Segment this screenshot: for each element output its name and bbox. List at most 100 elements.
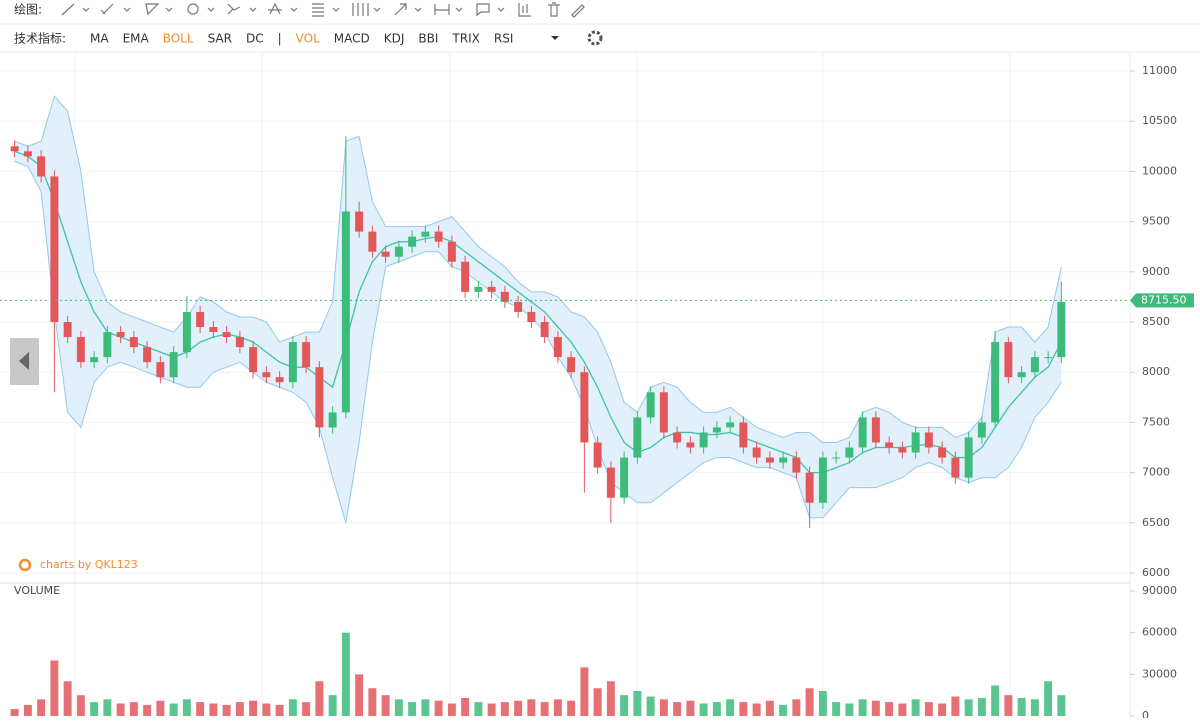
y-tick-label: 8500 bbox=[1142, 315, 1170, 328]
draw-label: 绘图: bbox=[14, 2, 42, 17]
candle-body bbox=[408, 236, 417, 247]
volume-bar bbox=[898, 703, 907, 716]
candle-body bbox=[76, 337, 85, 363]
candle-body bbox=[779, 457, 788, 463]
candle-body bbox=[169, 352, 178, 378]
candle-body bbox=[249, 347, 258, 373]
volume-bar bbox=[792, 699, 801, 716]
volume-bar bbox=[394, 699, 403, 716]
candle-body bbox=[527, 311, 536, 322]
scroll-left-arrow bbox=[19, 352, 29, 370]
indicator-tab[interactable]: EMA bbox=[123, 32, 150, 46]
indicator-tab[interactable]: BOLL bbox=[163, 32, 194, 46]
volume-bar bbox=[964, 699, 973, 716]
candle-body bbox=[355, 211, 364, 232]
indicator-tabs: MA EMA BOLL SAR DC | VOL MACD KDJ BBI TRIX RSI bbox=[90, 32, 513, 46]
candle-body bbox=[10, 146, 19, 152]
indicator-tab[interactable]: KDJ bbox=[384, 32, 405, 46]
indicator-tab[interactable]: | bbox=[278, 32, 282, 46]
volume-bar bbox=[633, 691, 642, 716]
volume-bar bbox=[288, 699, 297, 716]
candle-body bbox=[129, 337, 138, 348]
volume-bar bbox=[514, 700, 523, 716]
indicator-tab[interactable]: VOL bbox=[296, 32, 320, 46]
volume-bar bbox=[739, 702, 748, 716]
volume-bar bbox=[646, 696, 655, 716]
volume-bar bbox=[553, 699, 562, 716]
volume-bar bbox=[10, 709, 19, 716]
candle-body bbox=[116, 332, 125, 338]
indicator-tab[interactable]: BBI bbox=[418, 32, 438, 46]
candle-body bbox=[500, 291, 509, 302]
volume-bar bbox=[938, 703, 947, 716]
candle-body bbox=[447, 241, 456, 262]
candle-body bbox=[37, 156, 46, 177]
candle-body bbox=[911, 432, 920, 453]
indicator-tab[interactable]: MACD bbox=[334, 32, 370, 46]
candle-body bbox=[991, 342, 1000, 423]
volume-bar bbox=[156, 700, 165, 716]
boll-lower bbox=[14, 160, 1062, 523]
candle-body bbox=[606, 467, 615, 498]
more-dropdown[interactable] bbox=[551, 36, 559, 40]
candle-body bbox=[328, 412, 337, 428]
volume-bar bbox=[474, 702, 483, 716]
volume-bar bbox=[169, 703, 178, 716]
y-tick-label: 60000 bbox=[1142, 626, 1177, 639]
volume-bar bbox=[1017, 697, 1026, 716]
candle-body bbox=[368, 231, 377, 252]
volume-bar bbox=[103, 699, 112, 716]
candle-body bbox=[805, 472, 814, 503]
candle-body bbox=[580, 372, 589, 443]
indicator-tab[interactable]: TRIX bbox=[451, 32, 479, 46]
boll-band bbox=[14, 96, 1062, 523]
volume-bar bbox=[699, 703, 708, 716]
candle-body bbox=[103, 332, 112, 358]
volume-bar bbox=[606, 681, 615, 716]
volume-bar bbox=[752, 703, 761, 716]
volume-bar bbox=[712, 702, 721, 716]
y-tick-label: 6000 bbox=[1142, 566, 1170, 579]
volume-bar bbox=[421, 699, 430, 716]
volume-bar bbox=[23, 704, 32, 716]
volume-bar bbox=[408, 702, 417, 716]
volume-bar bbox=[249, 700, 258, 716]
y-tick-label: 9000 bbox=[1142, 265, 1170, 278]
candle-body bbox=[63, 322, 72, 338]
volume-bar bbox=[726, 699, 735, 716]
volume-bar bbox=[911, 699, 920, 716]
candle-body bbox=[633, 417, 642, 458]
indicator-tab[interactable]: DC bbox=[246, 32, 264, 46]
volume-bar bbox=[90, 702, 99, 716]
indicator-label: 技术指标: bbox=[14, 31, 66, 46]
volume-bar bbox=[1057, 695, 1066, 716]
indicator-tab[interactable]: SAR bbox=[208, 32, 232, 46]
candle-body bbox=[699, 432, 708, 448]
y-tick-label: 7000 bbox=[1142, 466, 1170, 479]
last-price-badge bbox=[1130, 293, 1194, 308]
candle-body bbox=[567, 357, 576, 373]
volume-bar bbox=[50, 660, 59, 716]
candle-body bbox=[23, 151, 32, 157]
indicator-tab[interactable]: RSI bbox=[494, 32, 514, 46]
volume-bar bbox=[222, 704, 231, 716]
volume-bar bbox=[116, 703, 125, 716]
candle-body bbox=[858, 417, 867, 448]
candle-body bbox=[50, 176, 59, 322]
indicator-tab[interactable]: MA bbox=[90, 32, 109, 46]
candle-body bbox=[765, 457, 774, 463]
candle-body bbox=[1004, 342, 1013, 378]
volume-bar bbox=[686, 700, 695, 716]
volume-bar bbox=[951, 696, 960, 716]
volume-bar bbox=[779, 704, 788, 716]
volume-bar bbox=[1044, 681, 1053, 716]
volume-bar bbox=[1004, 695, 1013, 716]
volume-bar bbox=[1030, 699, 1039, 716]
settings-gear[interactable] bbox=[587, 30, 603, 46]
candle-body bbox=[90, 357, 99, 363]
candle-body bbox=[209, 327, 218, 333]
volume-bar bbox=[63, 681, 72, 716]
candle-body bbox=[845, 447, 854, 458]
volume-bar bbox=[593, 688, 602, 716]
draw-tools[interactable] bbox=[61, 2, 585, 18]
